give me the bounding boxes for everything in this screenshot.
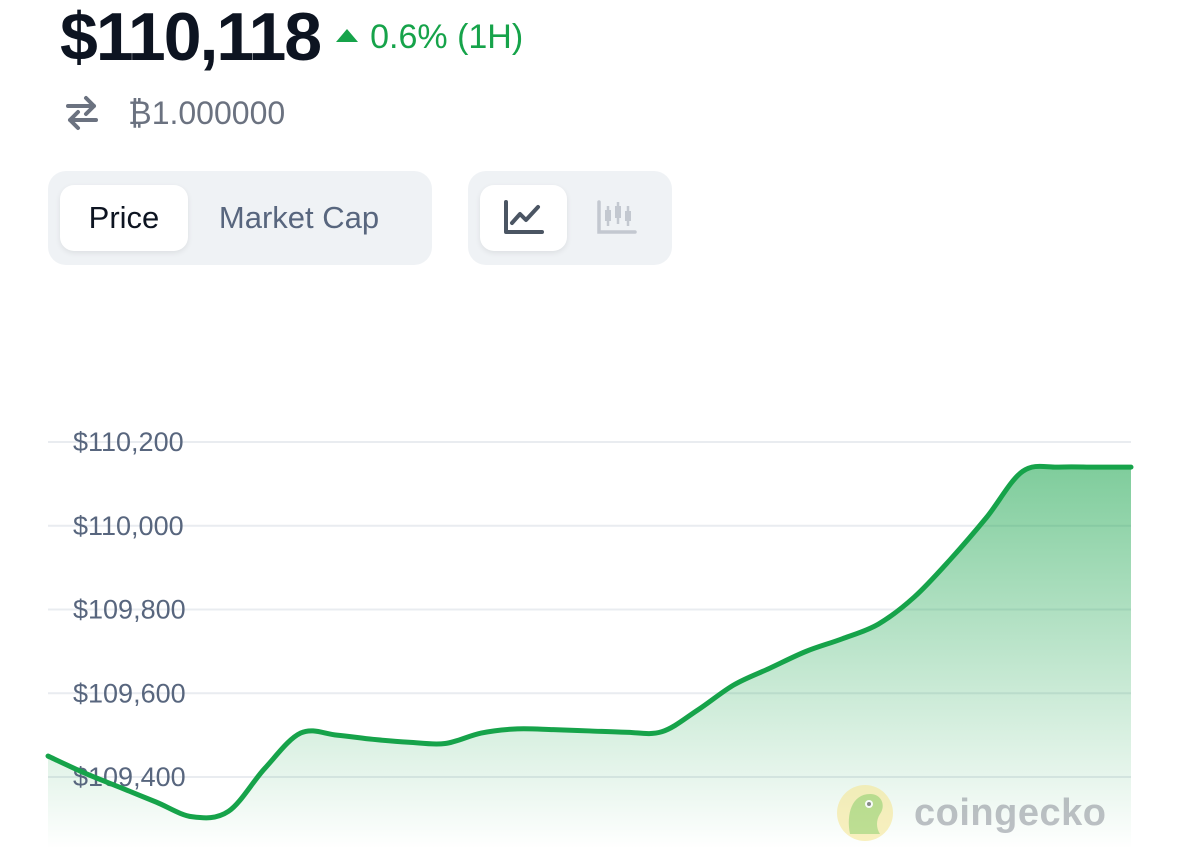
coingecko-watermark: coingecko <box>836 784 1106 842</box>
price-header: $110,118 0.6% (1H) <box>60 0 523 82</box>
y-tick-label: $109,800 <box>73 595 186 625</box>
data-point <box>803 648 809 654</box>
watermark-text: coingecko <box>914 791 1107 834</box>
area-fill <box>48 466 1131 849</box>
btc-value: ₿1.000000 <box>128 94 286 131</box>
data-point <box>550 727 556 733</box>
price-change: 0.6% (1H) <box>336 18 523 57</box>
data-point <box>370 736 376 742</box>
data-point <box>875 621 881 627</box>
data-point <box>189 814 195 820</box>
data-point <box>1128 464 1134 470</box>
data-point <box>695 707 701 713</box>
candlestick-chart-icon <box>596 200 637 234</box>
data-point <box>731 682 737 688</box>
data-point <box>334 732 340 738</box>
data-point <box>587 728 593 734</box>
data-point <box>406 739 412 745</box>
data-point <box>623 729 629 735</box>
data-point <box>153 799 159 805</box>
price-line <box>45 463 1134 821</box>
data-point <box>298 730 304 736</box>
line-chart-icon <box>503 200 544 234</box>
tab-market-cap[interactable]: Market Cap <box>218 200 380 235</box>
data-point <box>442 741 448 747</box>
price-line-path <box>45 463 1134 821</box>
chart-type-toggle <box>468 171 672 265</box>
line-chart-button[interactable] <box>480 185 567 251</box>
data-point <box>659 729 665 735</box>
y-tick-label: $109,600 <box>73 678 186 708</box>
data-point <box>514 726 520 732</box>
data-point <box>45 753 51 759</box>
y-tick-label: $110,200 <box>73 427 184 457</box>
data-point <box>262 766 268 772</box>
coingecko-logo-icon <box>837 785 893 841</box>
y-axis-ticks: $110,200$110,000$109,800$109,600$109,400 <box>73 427 186 792</box>
btc-conversion: ₿1.000000 <box>60 88 285 138</box>
price-change-text: 0.6% (1H) <box>370 17 524 56</box>
candlestick-chart-button[interactable] <box>573 185 660 251</box>
caret-up-icon <box>336 28 359 42</box>
data-point <box>478 730 484 736</box>
tab-price[interactable]: Price <box>60 185 188 251</box>
swap-icon[interactable] <box>60 91 104 135</box>
data-point <box>767 665 773 671</box>
data-point <box>911 594 917 600</box>
data-point <box>1056 464 1062 470</box>
data-point <box>1020 468 1026 474</box>
data-point <box>839 636 845 642</box>
price-area <box>48 466 1131 849</box>
metric-toggle: Price Market Cap <box>48 171 432 265</box>
data-point <box>117 784 123 790</box>
data-point <box>1092 464 1098 470</box>
data-point <box>984 514 990 520</box>
data-point <box>81 770 87 776</box>
current-price: $110,118 <box>60 0 322 75</box>
data-point <box>226 808 232 814</box>
data-point <box>948 556 954 562</box>
y-tick-label: $110,000 <box>73 511 184 541</box>
